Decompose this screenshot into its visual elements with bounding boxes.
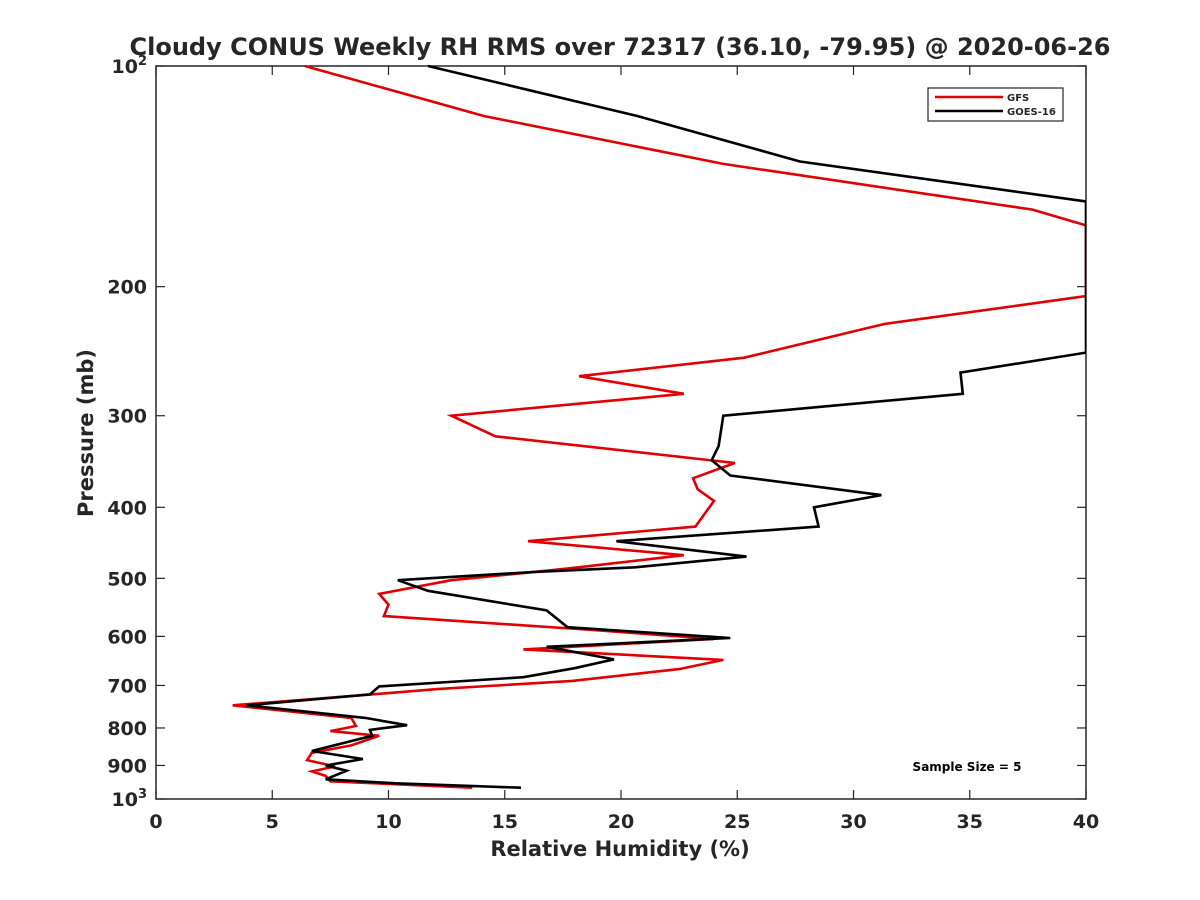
x-tick-label: 5 bbox=[266, 811, 279, 833]
x-tick-label: 30 bbox=[840, 811, 866, 833]
x-tick-label: 20 bbox=[608, 811, 634, 833]
y-tick-label: 200 bbox=[107, 277, 147, 299]
x-tick-label: 25 bbox=[724, 811, 750, 833]
series-layer bbox=[232, 64, 1086, 789]
chart-title: Cloudy CONUS Weekly RH RMS over 72317 (3… bbox=[130, 33, 1111, 61]
y-axis-ticks: 102 200 300 400 500 600 700 800 900 103 bbox=[107, 54, 1086, 811]
legend-box bbox=[927, 87, 1064, 122]
y-tick-label: 103 bbox=[112, 787, 148, 811]
y-tick-label: 102 bbox=[112, 54, 148, 78]
y-tick-label: 300 bbox=[107, 406, 147, 428]
y-axis-label: Pressure (mb) bbox=[74, 349, 98, 517]
legend-label-goes-16: GOES-16 bbox=[1007, 107, 1056, 118]
y-tick-label: 700 bbox=[107, 675, 147, 697]
y-tick-label: 800 bbox=[107, 718, 147, 740]
legend: GFS GOES-16 bbox=[927, 87, 1064, 122]
x-axis-ticks: 0 5 10 15 20 25 30 35 40 bbox=[149, 66, 1099, 833]
legend-label-gfs: GFS bbox=[1007, 93, 1029, 104]
y-tick-label: 900 bbox=[107, 755, 147, 777]
x-axis-label: Relative Humidity (%) bbox=[490, 837, 749, 861]
plot-area bbox=[155, 65, 1087, 800]
x-tick-label: 15 bbox=[492, 811, 518, 833]
y-tick-label: 600 bbox=[107, 626, 147, 648]
sample-size-annotation: Sample Size = 5 bbox=[913, 760, 1022, 774]
x-tick-label: 40 bbox=[1073, 811, 1099, 833]
x-tick-label: 0 bbox=[149, 811, 162, 833]
series-line-gfs bbox=[232, 64, 1086, 789]
plot-frame bbox=[155, 65, 1087, 800]
y-tick-label: 500 bbox=[107, 568, 147, 590]
x-tick-label: 10 bbox=[375, 811, 401, 833]
x-tick-label: 35 bbox=[957, 811, 983, 833]
y-tick-label: 400 bbox=[107, 497, 147, 519]
series-line-goes-16 bbox=[246, 64, 1086, 789]
